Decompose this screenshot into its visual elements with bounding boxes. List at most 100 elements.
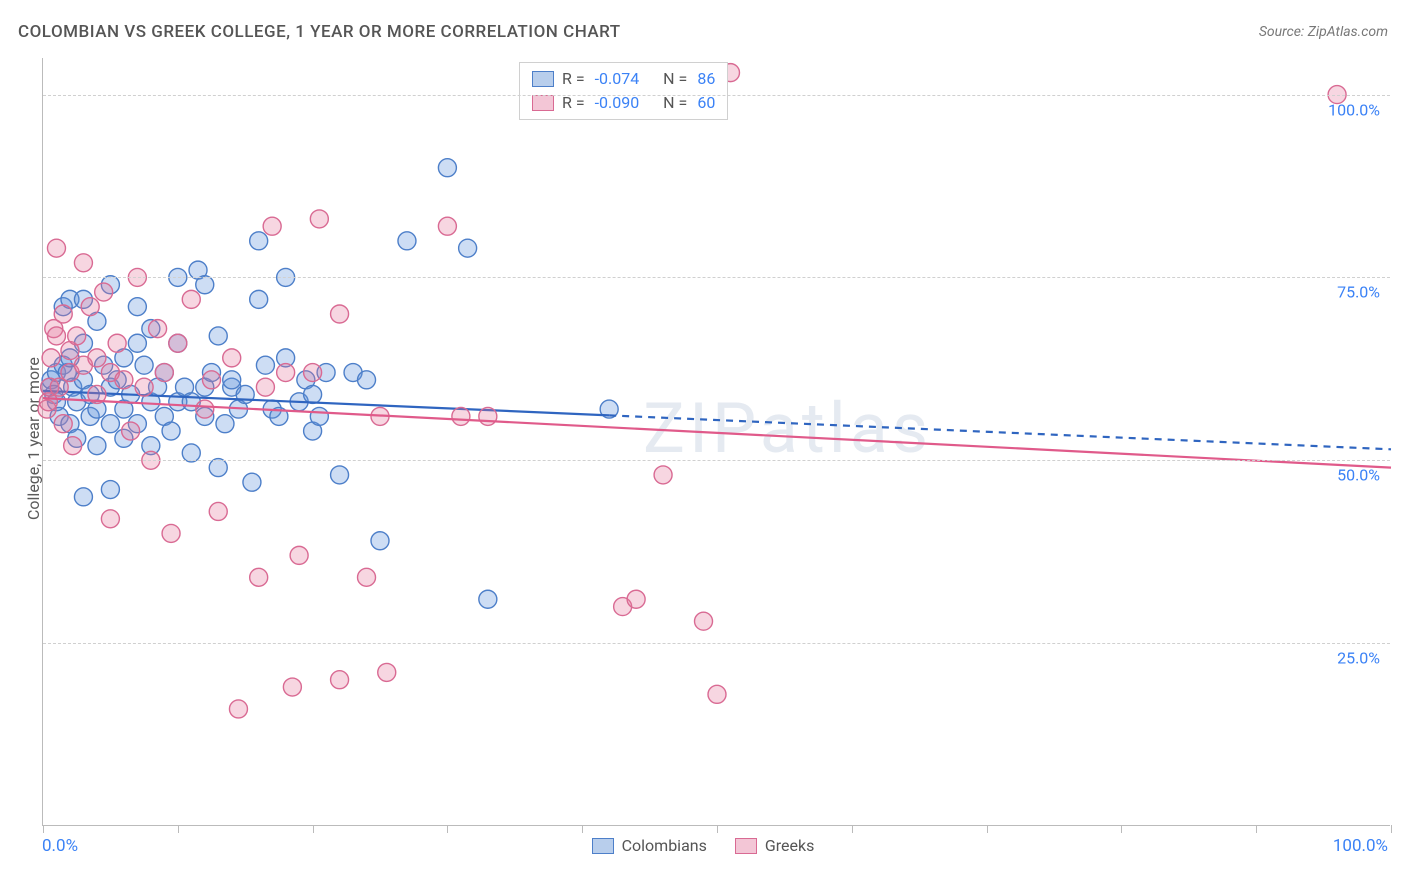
data-point [250,290,268,308]
data-point [68,327,86,345]
data-point [627,590,645,608]
data-point [479,407,497,425]
legend-r-value: -0.074 [595,67,640,91]
gridline-h [43,460,1390,461]
data-point [708,685,726,703]
chart-title: COLOMBIAN VS GREEK COLLEGE, 1 YEAR OR MO… [18,22,621,42]
data-point [378,663,396,681]
gridline-h [43,643,1390,644]
data-point [277,364,295,382]
trend-line [43,398,1391,467]
x-tick [987,825,988,833]
x-tick [852,825,853,833]
data-point [47,239,65,257]
data-point [438,159,456,177]
data-point [74,254,92,272]
data-point [74,488,92,506]
data-point [115,371,133,389]
data-point [371,532,389,550]
data-point [304,364,322,382]
data-point [459,239,477,257]
data-point [223,349,241,367]
legend-swatch [532,95,554,111]
data-point [479,590,497,608]
y-axis-title: College, 1 year or more [24,357,43,520]
data-point [304,385,322,403]
data-point [122,422,140,440]
legend-series-label: Greeks [765,836,815,855]
data-point [290,546,308,564]
legend-swatch [735,838,757,854]
data-point [209,327,227,345]
data-point [182,444,200,462]
data-point [331,466,349,484]
legend-n-label: N = [663,67,687,91]
data-point [283,678,301,696]
x-tick [43,825,44,833]
data-point [695,612,713,630]
data-point [108,334,126,352]
data-point [452,407,470,425]
data-point [88,349,106,367]
data-point [88,437,106,455]
chart-svg [43,58,1391,826]
plot-area: ZIPatlas R =-0.074 N =86R =-0.090 N =60 … [42,58,1390,826]
data-point [169,334,187,352]
x-tick [178,825,179,833]
data-point [229,700,247,718]
legend-series-item: Colombians [592,836,707,855]
data-point [101,510,119,528]
legend-series-label: Colombians [622,836,707,855]
data-point [310,210,328,228]
y-tick-label: 50.0% [1337,466,1380,485]
data-point [101,481,119,499]
x-tick [1121,825,1122,833]
data-point [331,671,349,689]
data-point [95,283,113,301]
data-point [250,232,268,250]
x-tick [582,825,583,833]
legend-n-value: 86 [697,67,715,91]
data-point [654,466,672,484]
data-point [182,290,200,308]
data-point [223,371,241,389]
data-point [310,407,328,425]
data-point [256,378,274,396]
legend-swatch [532,71,554,87]
gridline-h [43,277,1390,278]
data-point [162,524,180,542]
data-point [135,356,153,374]
chart-container: COLOMBIAN VS GREEK COLLEGE, 1 YEAR OR MO… [0,0,1406,892]
data-point [196,276,214,294]
x-tick [447,825,448,833]
legend-row: R = -0.074 N = 86 [532,67,715,91]
x-tick [1256,825,1257,833]
data-point [81,298,99,316]
legend-series: Colombians Greeks [0,836,1406,855]
data-point [47,327,65,345]
legend-r-label: R = [562,67,585,91]
data-point [250,568,268,586]
y-tick-label: 25.0% [1337,649,1380,668]
data-point [331,305,349,323]
data-point [209,459,227,477]
gridline-h [43,95,1390,96]
x-tick [1391,825,1392,833]
x-tick [717,825,718,833]
data-point [358,568,376,586]
data-point [216,415,234,433]
data-point [209,502,227,520]
data-point [203,371,221,389]
legend-series-item: Greeks [735,836,815,855]
data-point [128,334,146,352]
data-point [263,217,281,235]
legend-swatch [592,838,614,854]
data-point [196,400,214,418]
x-tick [313,825,314,833]
data-point [155,364,173,382]
data-point [438,217,456,235]
y-tick-label: 75.0% [1337,283,1380,302]
source-label: Source: ZipAtlas.com [1259,24,1388,40]
data-point [243,473,261,491]
y-tick-label: 100.0% [1328,100,1380,119]
